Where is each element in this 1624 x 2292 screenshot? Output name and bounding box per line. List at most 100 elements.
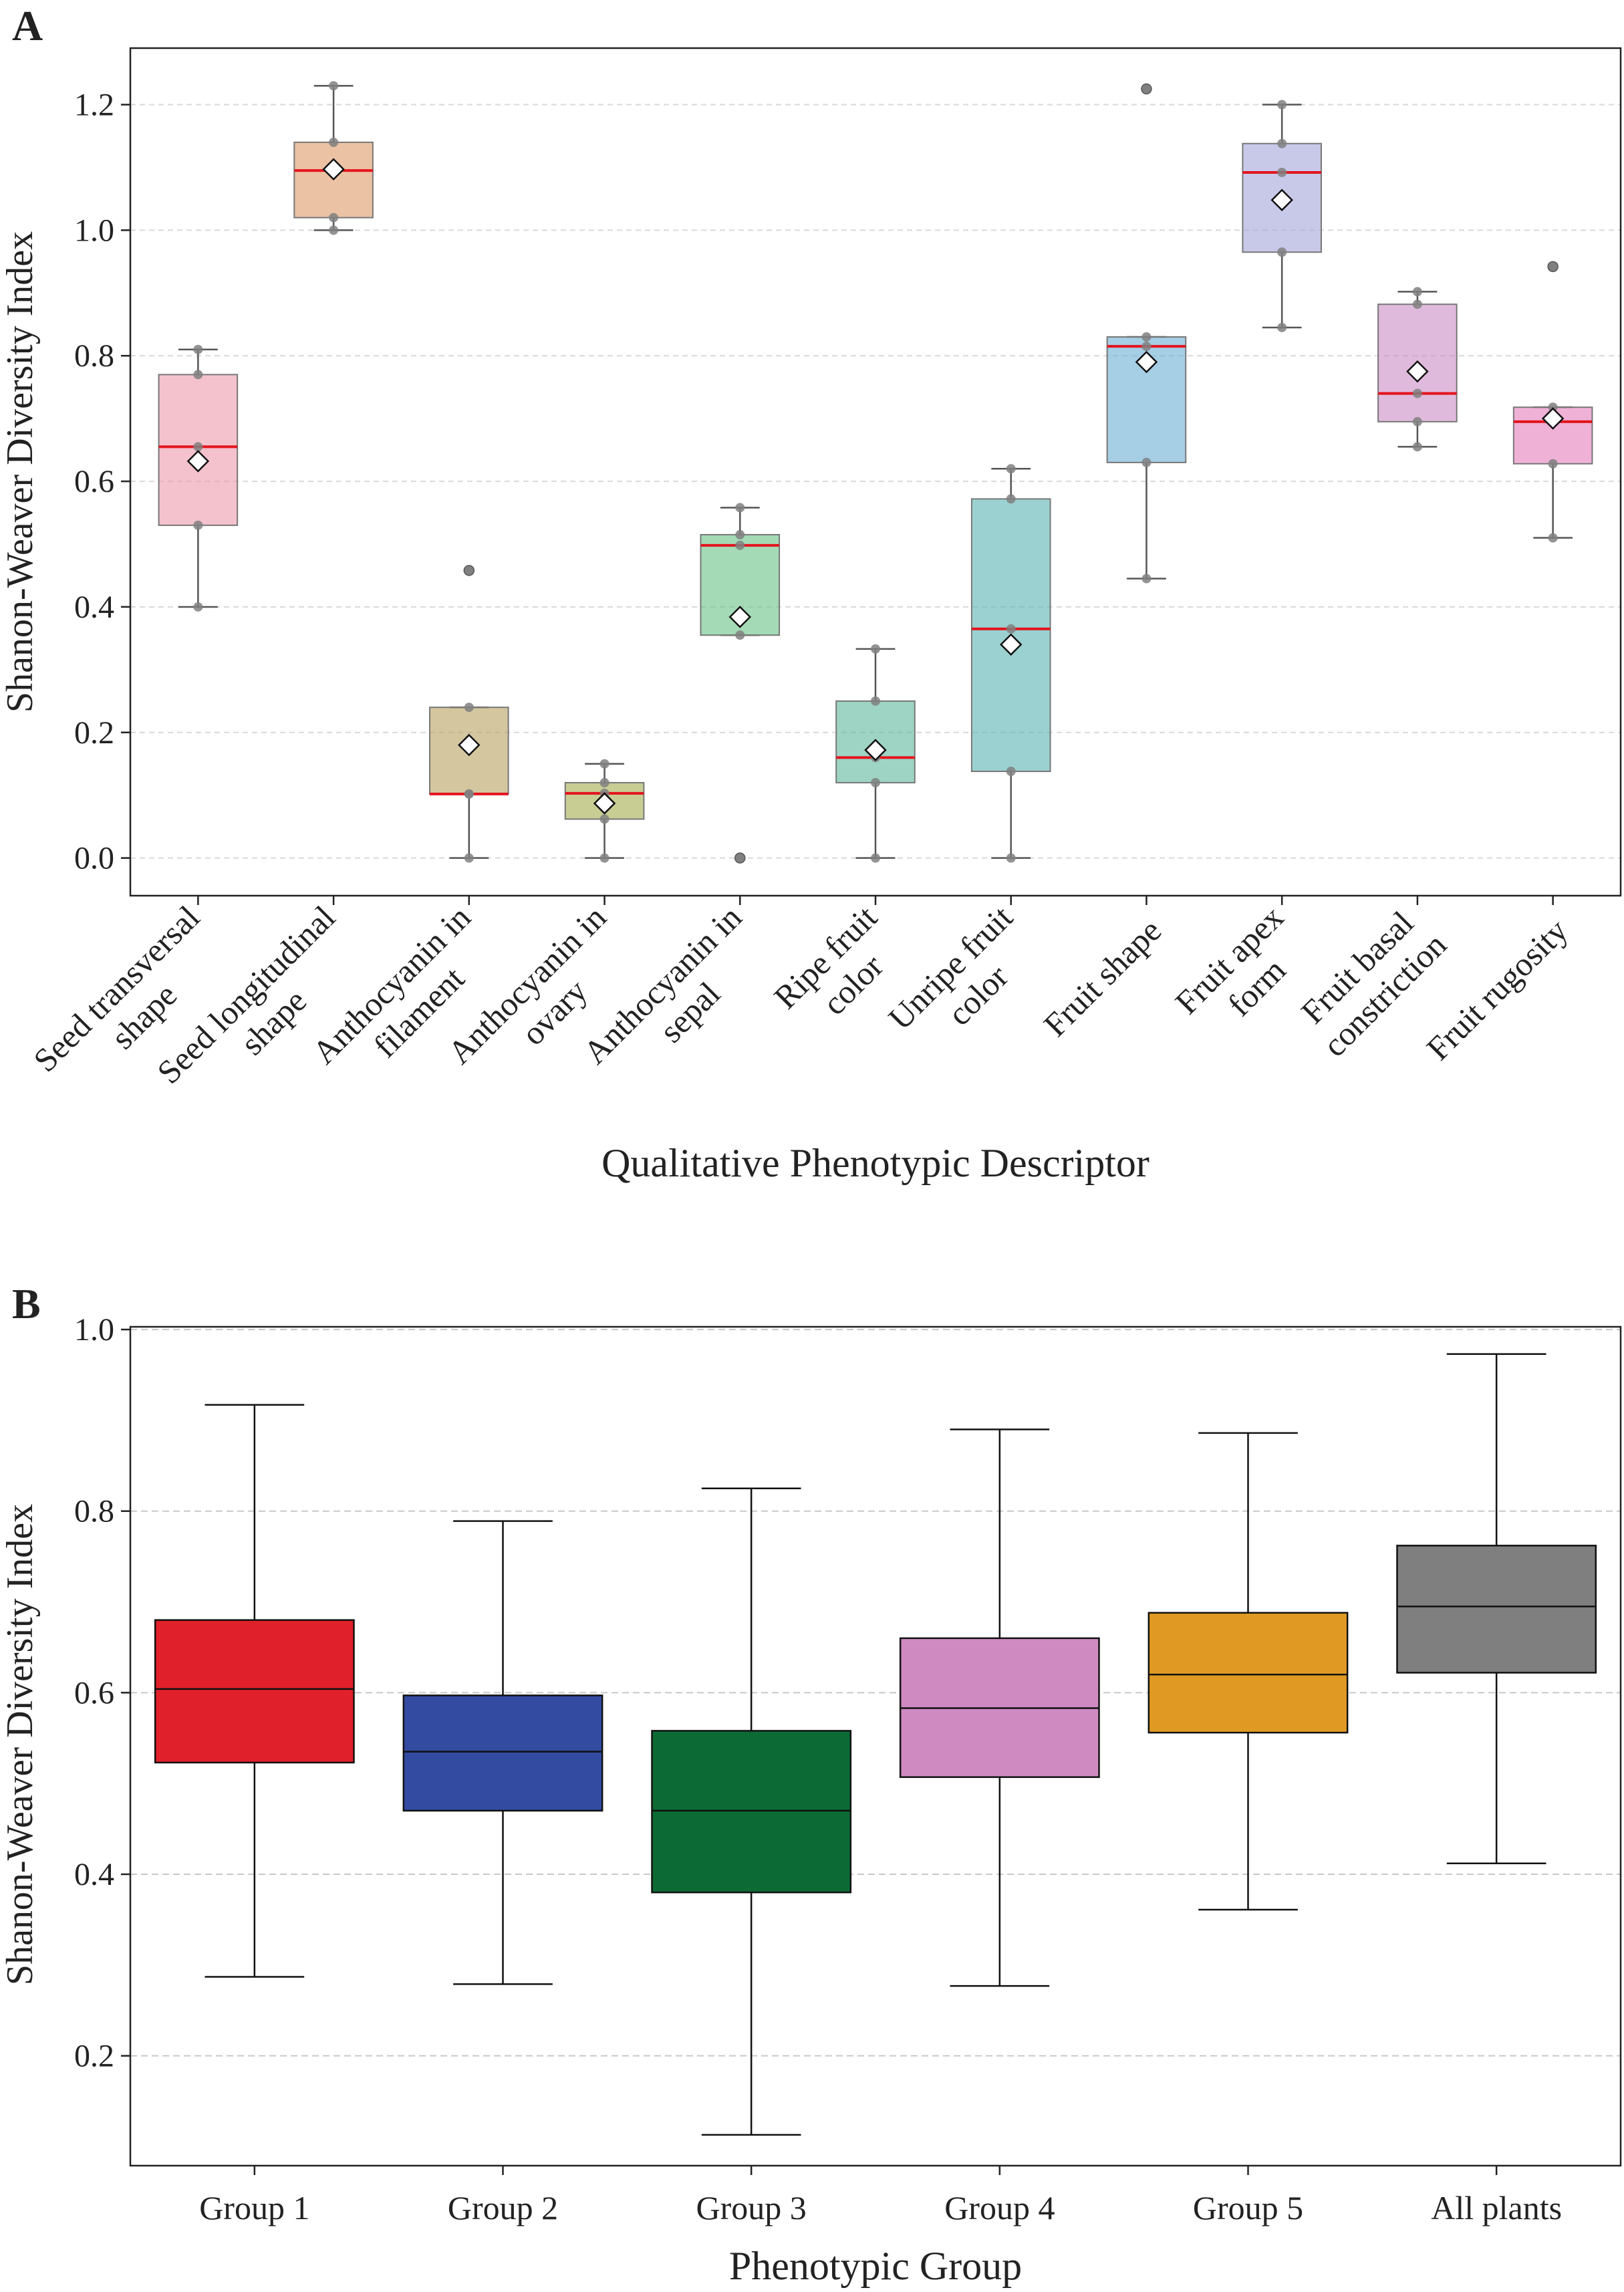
panel-a-label: A — [12, 2, 43, 49]
panel-a-data-point — [329, 225, 339, 235]
panel-a-data-point — [599, 777, 610, 787]
panel-a-x-tick-label: Unripe fruitcolor — [881, 898, 1047, 1065]
panel-a-plot-frame — [129, 47, 1622, 897]
panel-b-box-group — [402, 1520, 603, 1985]
panel-a-box-group — [1512, 261, 1593, 543]
panel-a-data-point — [1006, 767, 1016, 777]
panel-a-data-point — [871, 696, 880, 706]
panel-a-data-point — [871, 644, 880, 654]
panel-b-x-tick-label: Group 1 — [199, 2189, 309, 2226]
panel-b-box — [1147, 1612, 1349, 1734]
panel-a-mean-marker — [1135, 350, 1158, 374]
panel-a-x-tick-label: Fruit apexform — [1168, 898, 1318, 1049]
panel-a-data-point — [735, 630, 745, 640]
panel-a-data-point — [1277, 138, 1287, 148]
panel-b-box — [1396, 1545, 1597, 1674]
panel-a-data-point — [193, 602, 203, 612]
panel-b-plot-frame — [129, 1325, 1622, 2167]
panel-a-x-tick-label: Ripe fruitcolor — [767, 898, 912, 1043]
panel-a-x-axis-label: Qualitative Phenotypic Descriptor — [601, 1141, 1149, 1185]
panel-a-mean-marker — [1406, 360, 1429, 383]
panel-a: A 0.0 0.2 0.4 0.6 0.8 1.0 1.2 Seed transversal… — [0, 2, 1622, 1185]
panel-a-mean-marker — [322, 158, 345, 181]
panel-a-data-point — [1141, 342, 1152, 352]
panel-b-x-tick-label: Group 3 — [696, 2189, 807, 2226]
panel-a-outlier — [1547, 261, 1559, 273]
panel-b-y-tick-label: 0.8 — [74, 1494, 114, 1529]
panel-a-mean-marker — [864, 739, 887, 761]
panel-a-data-point — [329, 137, 339, 147]
panel-a-data-point — [1277, 247, 1287, 257]
panel-a-box-group — [835, 644, 916, 863]
panel-a-data-point — [464, 853, 474, 863]
panel-a-y-tick-label: 0.8 — [74, 338, 114, 374]
panel-a-data-point — [1412, 416, 1422, 426]
panel-b-box — [402, 1694, 603, 1812]
panel-a-data-point — [1006, 624, 1016, 634]
panel-b-gridlines — [130, 1329, 1621, 2057]
panel-a-data-point — [1277, 167, 1287, 177]
panel-a-y-tick-label: 0.6 — [74, 464, 114, 499]
panel-b-y-tick-label: 0.2 — [74, 2039, 114, 2074]
panel-b-y-axis-label: Shanon-Weaver Diversity Index — [0, 1504, 41, 1985]
panel-a-mean-marker — [458, 733, 481, 757]
panel-a-y-tick-label: 0.4 — [74, 590, 114, 625]
panel-a-y-tick-label: 1.2 — [74, 88, 114, 123]
panel-a-outlier — [463, 565, 475, 576]
panel-a-data-point — [735, 529, 745, 539]
panel-a-data-point — [193, 344, 203, 354]
panel-a-data-point — [1548, 402, 1558, 412]
panel-b-y-tick-label: 0.6 — [74, 1675, 114, 1710]
panel-a-x-tick-label-line: Fruit shape — [1037, 912, 1169, 1044]
panel-a-box-group — [293, 81, 374, 235]
panel-a-box-group — [970, 464, 1051, 863]
panel-a-x-tick-label: Seed transversalshape — [26, 898, 234, 1106]
panel-a-y-axis-label: Shanon-Weaver Diversity Index — [0, 231, 41, 713]
panel-b-box — [154, 1619, 355, 1764]
panel-b-x-ticks: Group 1 Group 2 Group 3 Group 4 Group 5 All p… — [199, 2166, 1562, 2226]
panel-b-x-tick-label: Group 2 — [448, 2189, 558, 2226]
panel-b-box-group — [1396, 1353, 1597, 1864]
panel-b-y-tick-label: 1.0 — [74, 1312, 114, 1348]
panel-a-data-point — [1277, 100, 1287, 110]
panel-a-data-point — [1412, 287, 1422, 297]
panel-a-box-group — [564, 759, 645, 863]
panel-b-box-group — [154, 1404, 355, 1978]
panel-a-x-tick-label: Fruit rugosity — [1419, 912, 1575, 1067]
panel-a-data-point — [1006, 853, 1016, 863]
panel-a-y-tick-label: 1.0 — [74, 213, 114, 248]
panel-b-x-axis-label: Phenotypic Group — [729, 2244, 1022, 2288]
panel-a-mean-marker — [593, 792, 616, 815]
panel-b-x-tick-label: Group 5 — [1193, 2189, 1303, 2226]
panel-a-data-point — [1006, 464, 1016, 474]
panel-a-data-point — [329, 81, 339, 91]
panel-a-data-point — [1548, 459, 1558, 469]
panel-a-y-tick-label: 0.0 — [74, 841, 114, 876]
panel-a-data-point — [1141, 457, 1152, 467]
panel-a-data-point — [1006, 494, 1016, 504]
panel-a-x-tick-label-line: Fruit rugosity — [1419, 912, 1575, 1067]
panel-a-mean-marker — [728, 606, 752, 628]
panel-a-data-point — [329, 213, 339, 223]
panel-a-outlier — [1141, 83, 1152, 95]
panel-a-data-point — [1412, 388, 1422, 398]
panel-a-data-point — [464, 703, 474, 713]
panel-a-data-point — [1141, 574, 1152, 584]
panel-a-data-point — [193, 520, 203, 530]
panel-a-gridlines — [130, 104, 1621, 859]
panel-a-box-group — [1242, 100, 1322, 332]
panel-b-box — [651, 1730, 852, 1894]
panel-a-x-tick-label: Fruit shape — [1037, 912, 1169, 1044]
panel-a-data-point — [599, 814, 610, 824]
panel-a-data-point — [464, 789, 474, 799]
panel-a-data-point — [193, 442, 203, 452]
panel-a-data-point — [871, 853, 880, 863]
panel-a-box-group — [1377, 287, 1458, 452]
panel-a-mean-marker — [999, 633, 1023, 656]
panel-a-data-point — [1412, 299, 1422, 309]
panel-a-boxes — [158, 81, 1593, 864]
panel-a-box-group — [700, 503, 781, 864]
panel-a-mean-marker — [1541, 407, 1565, 430]
